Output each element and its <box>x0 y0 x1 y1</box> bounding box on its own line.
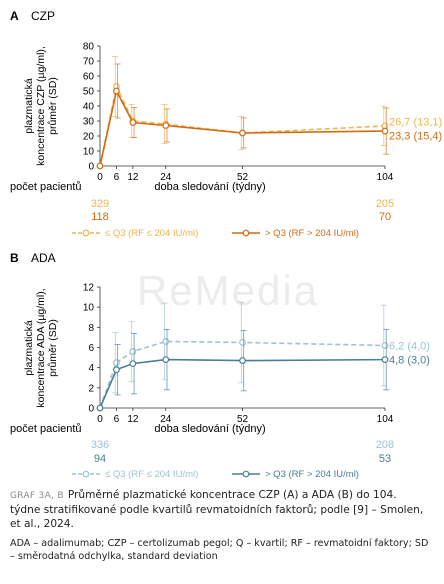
panel-ada-y-tick-label: 10 <box>83 303 95 314</box>
panel-czp-series-2 <box>96 63 390 170</box>
panel-czp-y-tick-label: 70 <box>83 57 95 68</box>
panel-ada-series-2-patients-end: 53 <box>379 453 391 465</box>
panel-ada-series-2-point <box>239 357 246 365</box>
panel-ada-y-tick-label: 4 <box>88 363 94 374</box>
panel-ada-legend-marker <box>242 470 250 478</box>
panel-ada-series-1-point <box>381 342 389 349</box>
panel-ada-legend-marker <box>82 470 90 478</box>
panel-czp-legend-item-2: > Q3 (RF > 204 IU/ml) <box>232 228 359 239</box>
panel-czp-series-2-point <box>239 129 246 137</box>
panel-ada-series-1-point <box>113 359 120 367</box>
panel-czp-series-2-point <box>113 87 120 95</box>
panel-czp-y-tick-label: 50 <box>83 87 95 98</box>
panel-czp-legend-marker <box>242 229 250 237</box>
panel-ada-series-2-point <box>162 356 170 364</box>
panel-ada-x-tick-label: 12 <box>127 414 139 425</box>
panel-ada-series-2-patients-start: 94 <box>94 453 106 465</box>
panel-czp-x-tick-label: 52 <box>237 172 249 183</box>
panel-ada-series-1-line <box>99 340 386 409</box>
panel-czp-x-tick-label: 6 <box>114 172 120 183</box>
panel-ada-series-2-point <box>96 404 104 412</box>
panel-ada-series-1-point <box>129 348 137 355</box>
panel-czp-patients-heading: počet pacientů <box>10 181 82 193</box>
panel-czp-y-tick-label: 10 <box>83 147 95 158</box>
panel-czp-series-2-end-label: 23,3 (15,4) <box>389 131 442 143</box>
panel-ada-x-axis-label: doba sledování (týdny) <box>154 423 265 435</box>
caption-text: Průměrné plazmatické koncentrace CZP (A)… <box>10 489 424 530</box>
panel-czp-x-tick-label: 0 <box>97 172 103 183</box>
panel-czp-y-tick-label: 20 <box>83 132 95 143</box>
panel-ada-series-2 <box>96 328 390 412</box>
panel-ada-y-tick-label: 8 <box>88 323 94 334</box>
panel-czp-series-2-line <box>99 88 386 167</box>
panel-czp-y-tick-label: 30 <box>83 117 95 128</box>
panel-ada-x-tick-label: 6 <box>114 414 120 425</box>
panel-ada-series-2-point <box>113 366 120 374</box>
panel-czp-title: CZP <box>31 9 55 23</box>
panel-czp-series-2-patients-start: 118 <box>91 211 109 223</box>
panel-czp-legend-marker <box>82 229 90 237</box>
panel-ada-letter: B <box>10 251 19 265</box>
panel-czp-letter: A <box>10 9 19 23</box>
panel-ada-x-tick-label: 52 <box>237 414 249 425</box>
panel-ada-series-2-point <box>129 360 137 368</box>
panel-ada-legend-label: ≤ Q3 (RF ≤ 204 IU/ml) <box>105 469 198 480</box>
panel-czp-y-tick-label: 40 <box>83 102 95 113</box>
panel-czp-series-2-point <box>381 127 389 135</box>
panel-ada-series-2-end-label: 4,8 (3,0) <box>389 355 430 367</box>
panel-a-czp: A CZP plazmatickákoncentrace CZP (µg/ml),p… <box>10 9 442 239</box>
panel-czp-series-1-end-label: 26,7 (13,1) <box>389 117 442 129</box>
panel-ada-x-tick-label: 104 <box>377 414 394 425</box>
panel-ada-title: ADA <box>31 251 56 265</box>
panel-czp-x-tick-label: 104 <box>377 172 394 183</box>
panel-czp-series-1-line <box>99 84 386 167</box>
panel-ada-legend-item-2: > Q3 (RF > 204 IU/ml) <box>232 469 359 480</box>
panel-ada-legend-label: > Q3 (RF > 204 IU/ml) <box>265 469 359 480</box>
panel-ada-series-1-end-label: 6,2 (4,0) <box>389 340 430 352</box>
watermark: ReMedia <box>137 267 319 314</box>
panel-ada-series-1-point <box>239 339 246 346</box>
panel-czp-y-tick-label: 60 <box>83 72 95 83</box>
panel-czp-legend-item-1: ≤ Q3 (RF ≤ 204 IU/ml) <box>72 228 198 239</box>
panel-ada-legend-item-1: ≤ Q3 (RF ≤ 204 IU/ml) <box>72 469 198 480</box>
panel-czp-series-1-patients-end: 205 <box>376 198 394 210</box>
panel-czp-legend-label: ≤ Q3 (RF ≤ 204 IU/ml) <box>105 228 198 239</box>
panel-ada-series-1-patients-end: 208 <box>376 439 394 451</box>
panel-b-ada: B ADA plazmatickákoncentrace ADA (µg/ml),p… <box>10 251 430 480</box>
panel-czp-series-2-point <box>162 122 170 129</box>
panel-czp-y-tick-label: 0 <box>88 162 94 173</box>
panel-ada-series-1-point <box>162 338 170 345</box>
panel-czp-series-1 <box>96 56 389 170</box>
panel-czp-series-2-point <box>129 119 137 126</box>
panel-ada-x-tick-label: 0 <box>97 414 103 425</box>
panel-czp-series-2-point <box>96 162 104 170</box>
panel-czp-legend-label: > Q3 (RF > 204 IU/ml) <box>265 228 359 239</box>
panel-czp-x-tick-label: 24 <box>160 172 172 183</box>
panel-ada-series-2-point <box>381 356 389 364</box>
panel-ada-y-tick-label: 12 <box>83 283 95 294</box>
panel-czp-series-1-patients-start: 329 <box>91 198 109 210</box>
panel-ada-y-tick-label: 2 <box>88 383 94 394</box>
panel-ada-y-tick-label: 0 <box>88 404 94 415</box>
panel-ada-series-2-line <box>99 358 386 409</box>
caption-lead: GRAF 3A, B <box>10 491 64 501</box>
panel-czp-x-axis-label: doba sledování (týdny) <box>154 181 265 193</box>
caption-abbreviations: ADA – adalimumab; CZP – certolizumab peg… <box>10 538 429 562</box>
panel-ada-y-tick-label: 6 <box>88 343 94 354</box>
panel-ada-patients-heading: počet pacientů <box>10 423 82 435</box>
panel-ada-x-tick-label: 24 <box>160 414 172 425</box>
panel-czp-x-tick-label: 12 <box>127 172 139 183</box>
figure-caption: GRAF 3A, B Průměrné plazmatické koncentra… <box>10 488 430 531</box>
panel-czp-series-2-patients-end: 70 <box>379 211 391 223</box>
panel-czp-y-tick-label: 80 <box>83 42 95 53</box>
panel-czp-y-axis-label: plazmatickákoncentrace CZP (µg/ml),průmě… <box>23 46 59 166</box>
panel-ada-series-1-patients-start: 336 <box>91 439 109 451</box>
panel-ada-y-axis-label: plazmatickákoncentrace ADA (µg/ml),průmě… <box>23 288 59 407</box>
panel-ada-series-1 <box>96 301 389 412</box>
